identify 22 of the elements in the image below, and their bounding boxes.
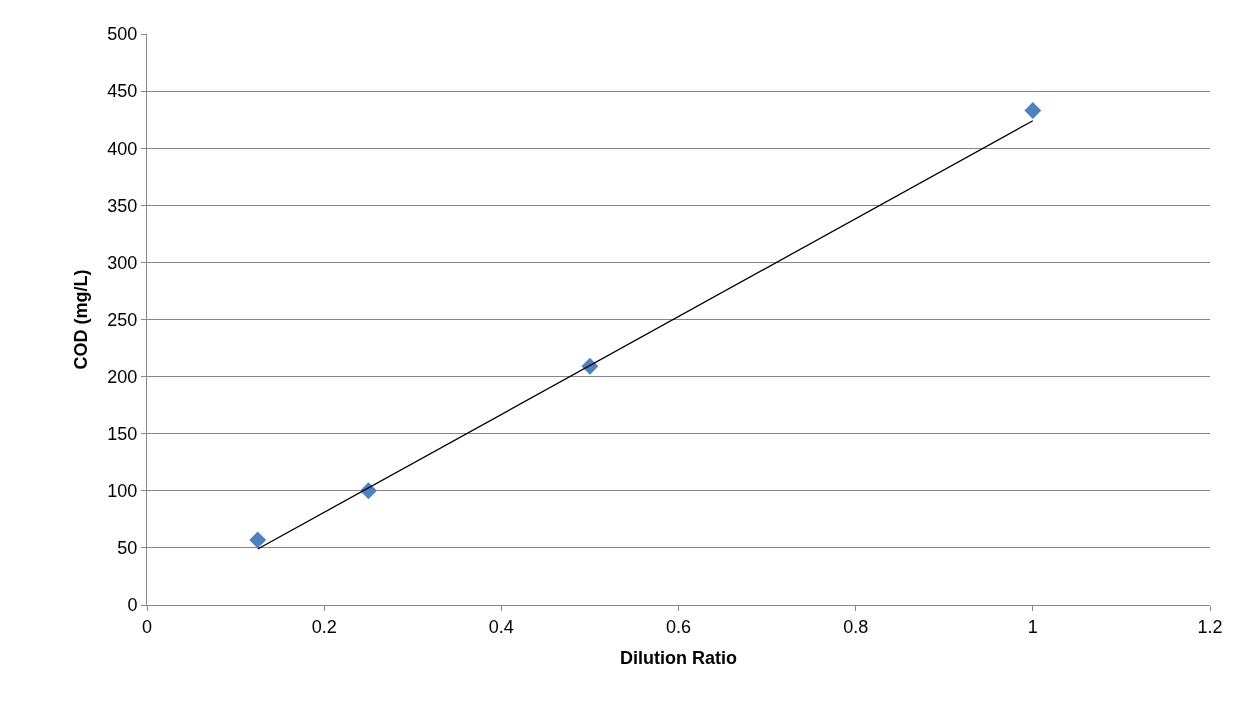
y-tick-label: 500 (107, 24, 138, 45)
y-tick-label: 100 (107, 481, 138, 502)
x-tick-label: 0.2 (311, 616, 337, 637)
point (1024, 102, 1042, 119)
x-tick-label: 0.8 (843, 616, 869, 637)
y-tick-label: 150 (107, 424, 138, 444)
point (249, 531, 267, 549)
x-tick-label: 1.2 (1197, 616, 1223, 637)
y-tick-label: 450 (107, 81, 138, 102)
x-tick-label: 1 (1027, 616, 1038, 637)
y-tick-label: 50 (117, 538, 138, 559)
x-tick-label: 0.6 (665, 616, 692, 637)
y-tick-label: 350 (107, 195, 138, 216)
y-tick-label: 300 (107, 252, 138, 273)
y-tick-label: 200 (107, 366, 138, 387)
y-tick-label: 400 (107, 138, 138, 159)
y-axis-title: COD (mg/L) (70, 269, 91, 370)
x-tick-label: 0 (141, 616, 153, 637)
y-tick-label: 250 (107, 309, 138, 330)
x-tick-label: 0.4 (488, 616, 514, 637)
x-axis-title: Dilution Ratio (620, 647, 737, 668)
y-tick-label: 0 (127, 595, 138, 616)
